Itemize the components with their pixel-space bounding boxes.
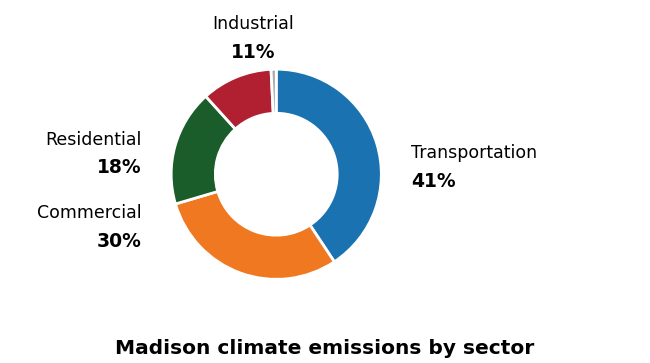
Text: Industrial: Industrial [213, 15, 294, 33]
Wedge shape [171, 96, 235, 204]
Text: 18%: 18% [97, 158, 142, 178]
Text: Residential: Residential [46, 131, 142, 148]
Wedge shape [276, 69, 382, 262]
Wedge shape [176, 191, 334, 279]
Text: Commercial: Commercial [37, 204, 142, 222]
Wedge shape [206, 69, 273, 129]
Text: 30%: 30% [97, 232, 142, 251]
Text: 11%: 11% [231, 43, 276, 62]
Wedge shape [271, 69, 276, 113]
Text: Transportation: Transportation [411, 144, 537, 162]
Text: 41%: 41% [411, 172, 456, 191]
Text: Madison climate emissions by sector: Madison climate emissions by sector [116, 339, 534, 358]
